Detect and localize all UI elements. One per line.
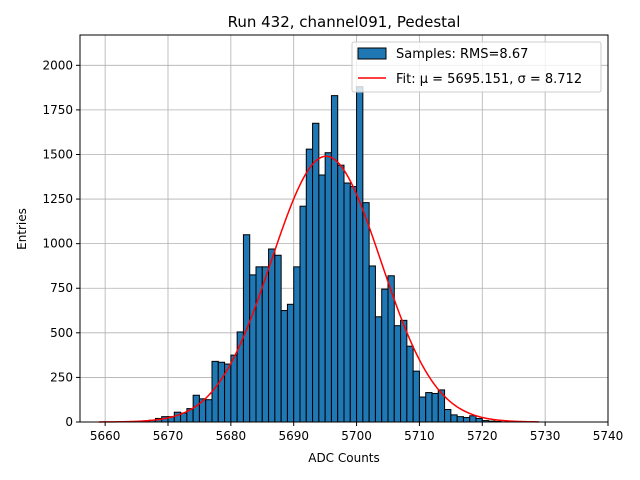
histogram-bar (431, 392, 439, 423)
histogram-bar (280, 310, 288, 423)
histogram-bar (312, 122, 320, 423)
histogram-bar (293, 266, 301, 423)
histogram-bar (268, 248, 276, 423)
legend: Samples: RMS=8.67 Fit: μ = 5695.151, σ =… (351, 41, 602, 93)
histogram-bar (462, 417, 471, 423)
y-tick-label: 1250 (42, 192, 73, 206)
y-tick-label: 1750 (42, 103, 73, 117)
histogram-bar (192, 394, 200, 423)
legend-box (351, 41, 602, 93)
legend-fit-label: Fit: μ = 5695.151, σ = 8.712 (396, 72, 582, 87)
chart-title: Run 432, channel091, Pedestal (228, 13, 461, 31)
x-tick-label: 5660 (90, 429, 121, 443)
histogram-bar (469, 415, 477, 423)
histogram-bar (475, 417, 483, 423)
y-tick-label: 1500 (42, 147, 73, 161)
x-tick-label: 5670 (153, 429, 184, 443)
histogram-bar (318, 174, 326, 423)
x-axis-label: ADC Counts (308, 451, 380, 465)
histogram-bar (230, 354, 238, 423)
x-axis-ticks: 5660 5670 5680 5690 5700 5710 5720 5730 5740 (90, 422, 623, 443)
histogram-bar (356, 86, 364, 423)
y-tick-label: 2000 (42, 58, 73, 72)
histogram-bar (324, 152, 332, 423)
histogram-bars (142, 86, 502, 423)
histogram-bar (374, 316, 383, 423)
x-tick-label: 5740 (593, 429, 624, 443)
histogram-bar (261, 266, 270, 423)
x-tick-label: 5690 (278, 429, 309, 443)
histogram-bar (274, 254, 282, 423)
histogram-bar (286, 303, 295, 423)
histogram-bar (217, 361, 226, 423)
histogram-bar (418, 396, 427, 423)
y-axis-ticks: 0 250 500 750 1000 1250 1500 1750 2000 (42, 58, 80, 429)
histogram-bar (249, 274, 257, 423)
x-tick-label: 5700 (341, 429, 372, 443)
histogram-bar (425, 392, 433, 423)
legend-histogram-label: Samples: RMS=8.67 (396, 47, 528, 62)
histogram-bar (343, 182, 351, 423)
histogram-bar (456, 416, 464, 423)
y-tick-label: 250 (50, 370, 73, 384)
histogram-bar (205, 399, 213, 423)
y-tick-label: 1000 (42, 237, 73, 251)
histogram-bar (330, 95, 339, 423)
plot-area-frame (79, 34, 609, 423)
histogram-bar (444, 409, 452, 423)
gaussian-fit-curve (98, 155, 539, 423)
x-tick-label: 5710 (404, 429, 435, 443)
histogram-bar (412, 370, 420, 423)
histogram-bar (305, 148, 314, 423)
histogram-bar (400, 319, 408, 423)
x-tick-label: 5720 (467, 429, 498, 443)
x-tick-label: 5680 (216, 429, 247, 443)
histogram-bar (337, 164, 345, 423)
histogram-bar (450, 414, 458, 423)
legend-histogram-swatch (357, 47, 387, 60)
histogram-bar (368, 265, 376, 423)
y-tick-label: 0 (65, 415, 73, 429)
y-tick-label: 500 (50, 326, 73, 340)
y-axis-label: Entries (15, 208, 29, 250)
histogram-bar (349, 186, 358, 423)
histogram-bar (173, 411, 182, 423)
histogram-bar (362, 202, 370, 423)
histogram-bar (381, 288, 389, 423)
histogram-bar (406, 345, 414, 423)
histogram-bar (299, 205, 307, 423)
y-tick-label: 750 (50, 281, 73, 295)
x-tick-label: 5730 (530, 429, 561, 443)
histogram-bar (393, 325, 402, 423)
